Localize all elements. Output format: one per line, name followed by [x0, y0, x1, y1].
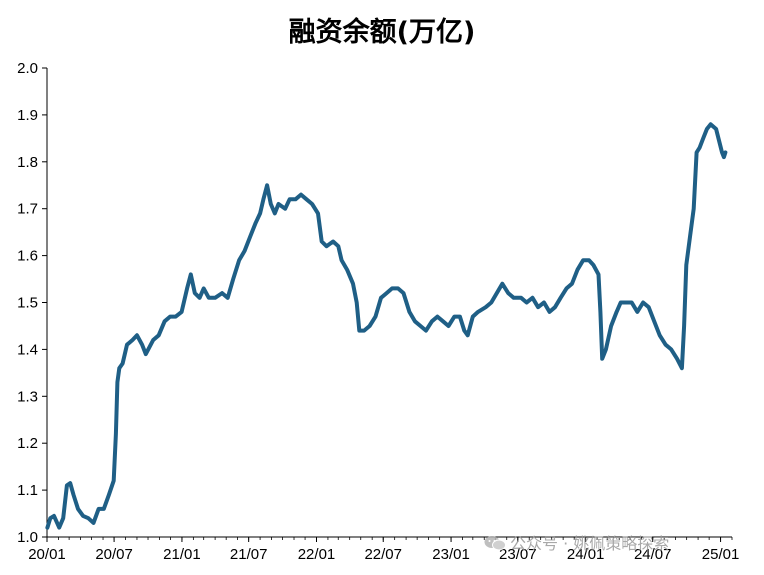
y-tick-label: 1.7 [17, 201, 38, 218]
y-tick-label: 1.2 [17, 435, 38, 452]
x-tick-label: 23/01 [432, 546, 470, 563]
x-tick-label: 24/01 [567, 546, 605, 563]
watermark: 公众号 · 姚佩策略探索 [484, 530, 669, 554]
x-tick-label: 23/07 [499, 546, 537, 563]
y-tick-label: 1.3 [17, 388, 38, 405]
y-tick-label: 1.5 [17, 295, 38, 312]
y-tick-label: 1.9 [17, 107, 38, 124]
x-tick-label: 22/01 [298, 546, 336, 563]
watermark-text: 公众号 · 姚佩策略探索 [510, 534, 670, 553]
y-tick-label: 1.4 [17, 341, 38, 358]
x-tick-label: 22/07 [364, 546, 402, 563]
x-axis-ticks: 20/01 20/07 21/01 21/07 22/01 22/07 23/01 23/07… [28, 537, 739, 563]
y-tick-label: 1.8 [17, 154, 38, 171]
x-tick-label: 25/01 [702, 546, 740, 563]
x-tick-label: 21/01 [163, 546, 201, 563]
wechat-icon [484, 536, 506, 551]
y-tick-label: 2.0 [17, 60, 38, 77]
x-tick-label: 20/07 [95, 546, 133, 563]
series-line-0 [45, 122, 728, 530]
chart-title: 融资余额(万亿) [288, 17, 476, 48]
y-tick-label: 1.6 [17, 248, 38, 265]
y-tick-label: 1.0 [17, 529, 38, 546]
y-axis-ticks: 1.0 1.1 1.2 1.3 1.4 1.5 1.6 1.7 1.8 1.9 2.0 [17, 60, 47, 546]
y-tick-label: 1.1 [17, 482, 38, 499]
x-tick-label: 20/01 [28, 546, 66, 563]
x-tick-label: 24/07 [634, 546, 672, 563]
series-group [45, 122, 728, 530]
x-tick-label: 21/07 [230, 546, 268, 563]
